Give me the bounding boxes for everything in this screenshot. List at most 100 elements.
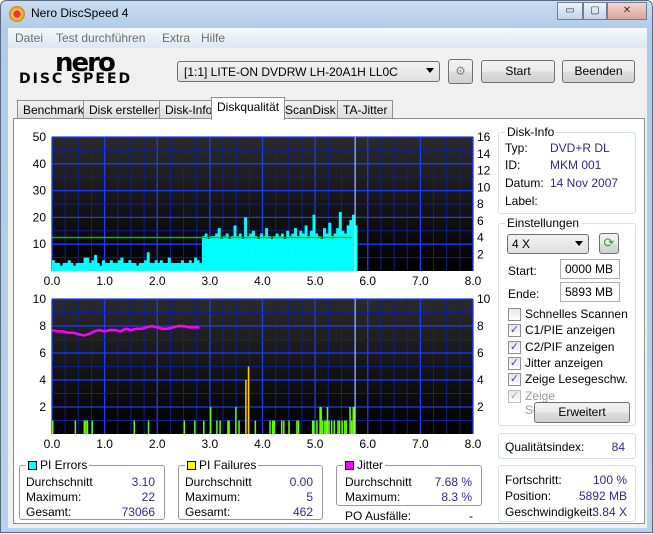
maximize-button[interactable]: ▢ <box>583 2 607 20</box>
start-input[interactable]: 0000 MB <box>560 259 620 279</box>
date-label: Datum: <box>505 176 544 190</box>
tab-scandisk[interactable]: ScanDisk <box>279 100 342 119</box>
pif-avg-value: 0.00 <box>289 475 313 489</box>
tab-disk-info[interactable]: Disk-Info <box>159 100 219 119</box>
pie-bar <box>312 214 316 271</box>
pi-errors-swatch <box>28 461 37 470</box>
pif-bar <box>219 420 221 434</box>
pie-bar <box>254 236 258 271</box>
pi-failures-group: PI Failures Durchschnitt 0.00 Maximum: 5… <box>178 458 323 520</box>
pif-bar <box>350 420 353 434</box>
pie-bar <box>107 262 111 271</box>
pie-bar <box>354 225 358 271</box>
quality-value: 84 <box>611 440 625 454</box>
checkbox-0[interactable] <box>508 308 521 321</box>
pie-bar <box>336 228 340 271</box>
progress-value: 100 % <box>592 473 627 487</box>
x-tick-label: 5.0 <box>307 437 324 451</box>
type-label: Typ: <box>505 141 528 155</box>
pie-bar <box>196 260 200 271</box>
pie-bar <box>286 230 290 271</box>
pie-bar <box>323 228 326 271</box>
pif-total-value: 462 <box>292 505 313 519</box>
pif-bar <box>330 420 333 434</box>
jitter-group: Jitter Durchschnitt 7.68 % Maximum: 8.3 … <box>336 458 482 506</box>
jitter-max-value: 8.3 % <box>441 490 472 504</box>
pie-bar <box>146 252 150 271</box>
pie-bar <box>125 262 129 271</box>
tab-diskqualitaet[interactable]: Diskqualität <box>211 97 286 120</box>
pif-bar <box>352 407 354 434</box>
pif-bar <box>324 420 326 434</box>
pif-bar <box>341 420 343 434</box>
pie-bar <box>173 262 176 271</box>
speed-select[interactable]: 4 X <box>507 234 589 254</box>
pif-bar <box>325 420 328 434</box>
refresh-button[interactable]: ⟳ <box>599 233 619 254</box>
pif-bar <box>273 420 276 434</box>
menu-hilfe[interactable]: Hilfe <box>201 31 226 45</box>
x-tick-label: 1.0 <box>96 274 113 288</box>
pif-total-label: Gesamt: <box>185 505 231 519</box>
advanced-button[interactable]: Erweitert <box>534 402 630 423</box>
checkbox-2[interactable]: ✓ <box>508 340 521 354</box>
pif-bar <box>297 420 300 434</box>
pie-bar <box>136 265 140 271</box>
pie-bar <box>99 265 103 271</box>
pie-bar <box>257 238 261 271</box>
close-button[interactable]: ✕ <box>607 2 647 20</box>
pie-bar <box>151 262 155 271</box>
pie-bar <box>91 260 95 271</box>
pif-bar <box>216 420 218 434</box>
pif-bar <box>337 420 339 434</box>
pif-bar <box>345 420 348 434</box>
pie-bar <box>346 225 350 271</box>
menu-test[interactable]: Test durchführen <box>56 31 146 45</box>
refresh-icon: ⟳ <box>603 235 615 250</box>
checkbox-4[interactable]: ✓ <box>508 373 521 387</box>
eject-button[interactable]: ⚙ <box>448 59 473 84</box>
menu-extra[interactable]: Extra <box>162 31 191 45</box>
drive-select[interactable]: [1:1] LITE-ON DVDRW LH-20A1H LL0C <box>177 61 440 82</box>
pie-bar <box>288 236 292 271</box>
pif-bar <box>254 420 257 434</box>
pie-bar <box>299 230 303 271</box>
pi-errors-group: PI Errors Durchschnitt 3.10 Maximum: 22 … <box>19 458 165 520</box>
checkbox-label-0: Schnelles Scannen <box>525 307 628 321</box>
y-tick-label: 10 <box>33 237 47 251</box>
pie-bar <box>278 236 282 271</box>
pie-bar <box>167 257 171 271</box>
pie-bar <box>128 260 132 271</box>
minimize-button[interactable]: ▭ <box>557 2 583 20</box>
start-button[interactable]: Start <box>481 60 555 83</box>
pif-bar <box>319 407 321 434</box>
pif-bar <box>349 407 351 434</box>
pif-bar <box>209 407 212 434</box>
pie-bar <box>62 262 66 271</box>
checkbox-label-4: Zeige Lesegeschw. <box>525 372 628 387</box>
pie-bar <box>246 236 250 271</box>
tab-ta-jitter[interactable]: TA-Jitter <box>337 100 394 119</box>
y2-tick-label: 12 <box>477 164 491 178</box>
pif-bar <box>328 420 330 434</box>
pie-bar <box>86 257 90 271</box>
pie-bar <box>209 236 213 271</box>
end-input[interactable]: 5893 MB <box>560 282 620 302</box>
checkbox-3[interactable]: ✓ <box>508 356 521 370</box>
checkbox-1[interactable]: ✓ <box>508 324 521 338</box>
tab-disk-erstellen[interactable]: Disk erstellen <box>83 100 168 119</box>
pie-bar <box>67 260 71 271</box>
settings-title: Einstellungen <box>505 216 582 230</box>
pie-bar <box>307 236 311 271</box>
pie-bar <box>159 260 163 271</box>
type-value: DVD+R DL <box>550 141 610 155</box>
menu-datei[interactable]: Datei <box>15 31 44 45</box>
window-title: Nero DiscSpeed 4 <box>31 6 129 20</box>
pie-bar <box>317 236 321 271</box>
x-tick-label: 2.0 <box>149 274 166 288</box>
position-value: 5892 MB <box>578 489 627 503</box>
pie-bar <box>59 265 63 271</box>
pie-bar <box>259 233 263 271</box>
exit-button[interactable]: Beenden <box>562 60 635 83</box>
